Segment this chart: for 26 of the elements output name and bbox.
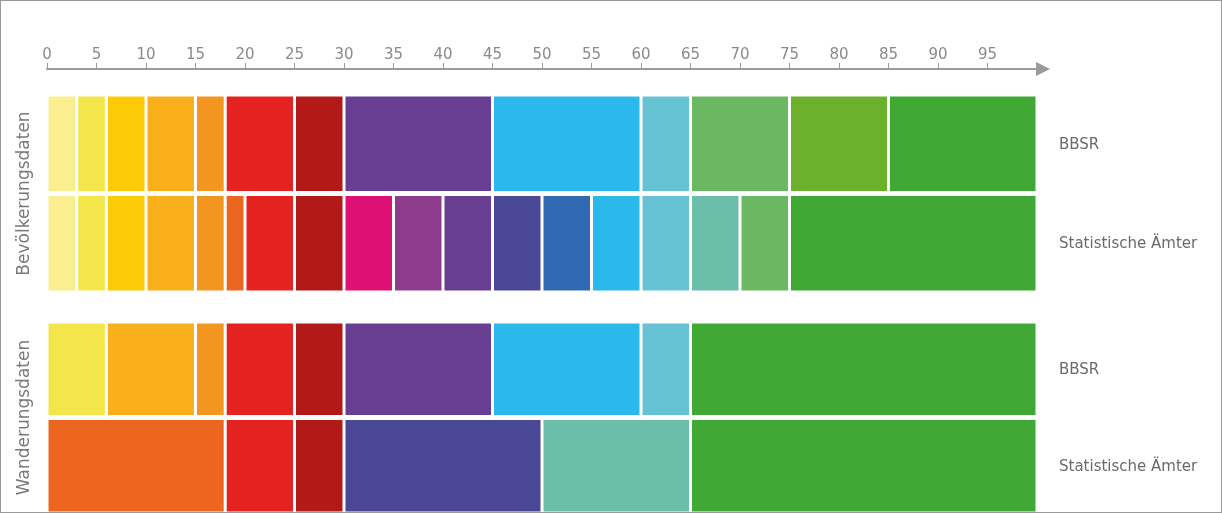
x-tick-label: 55 — [581, 44, 602, 63]
x-tick-label: 70 — [730, 44, 750, 63]
x-tick-label: 50 — [532, 44, 552, 63]
x-tick-label: 80 — [829, 44, 849, 63]
x-tick-label: 30 — [334, 44, 354, 63]
x-tick-label: 45 — [482, 44, 503, 63]
x-tick-label: 85 — [878, 44, 899, 63]
x-tick-label: 40 — [433, 44, 453, 63]
x-tick-label: 0 — [42, 44, 52, 63]
x-tick-label: 15 — [185, 44, 206, 63]
x-tick-label: 60 — [631, 44, 651, 63]
x-tick-label: 90 — [928, 44, 948, 63]
y-tick-label: BBSR — [1059, 360, 1100, 379]
y-tick-label: BBSR — [1059, 134, 1100, 153]
x-tick-label: 20 — [235, 44, 255, 63]
y-axis-title: Wanderungsdaten — [13, 339, 33, 496]
x-tick-label: 25 — [284, 44, 305, 63]
x-tick-label: 75 — [779, 44, 800, 63]
x-tick-label: 10 — [136, 44, 156, 63]
x-tick-label: 95 — [977, 44, 998, 63]
x-tick-label: 65 — [680, 44, 701, 63]
y-tick-label: Statistische Ämter — [1059, 455, 1199, 475]
y-axis-title: Bevölkerungsdaten — [13, 111, 33, 276]
x-tick-label: 35 — [383, 44, 404, 63]
x-tick-label: 5 — [91, 44, 102, 63]
y-tick-label: Statistische Ämter — [1059, 233, 1199, 253]
